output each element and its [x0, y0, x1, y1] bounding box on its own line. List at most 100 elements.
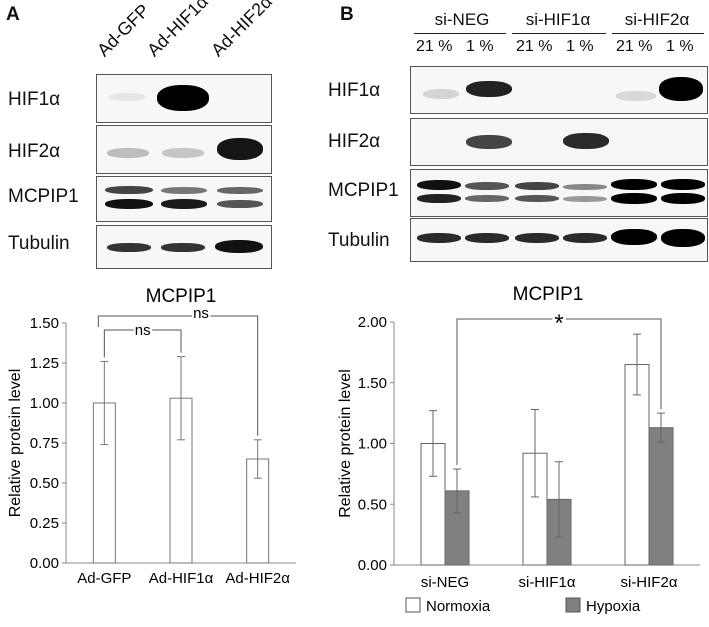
band [616, 91, 656, 101]
blot-a-label-hif1a: HIF1α [8, 89, 61, 110]
blot-b-label-mcpip1: MCPIP1 [328, 180, 399, 201]
band [215, 240, 263, 253]
band [563, 184, 607, 190]
x-tick-label: Ad-HIF2α [225, 570, 290, 587]
band [466, 135, 512, 149]
blot-a-hif1a [96, 74, 272, 123]
blot-b-hif1a [410, 66, 708, 114]
band [465, 195, 509, 202]
band [465, 233, 509, 243]
legend-label-normoxia: Normoxia [426, 598, 491, 615]
blot-a-label-tubulin: Tubulin [8, 233, 70, 254]
condition-label: 21 % [616, 38, 653, 55]
blot-a-tubulin [96, 225, 272, 269]
y-tick-label: 1.00 [358, 436, 387, 453]
band [105, 186, 153, 194]
condition-label: 1 % [666, 38, 694, 55]
band [161, 199, 207, 209]
y-tick-label: 1.00 [30, 395, 59, 412]
x-tick-label: si-NEG [421, 574, 469, 591]
band [107, 148, 149, 158]
band [661, 229, 705, 247]
blot-a-label-hif2a: HIF2α [8, 141, 61, 162]
group-underline [512, 33, 606, 34]
band [162, 148, 204, 158]
y-axis-label: Relative protein level [7, 369, 24, 518]
band [105, 199, 153, 209]
band [661, 179, 705, 190]
significance-bracket [103, 329, 182, 358]
x-tick-label: Ad-GFP [77, 570, 131, 587]
band [611, 193, 657, 204]
band [515, 195, 559, 202]
chart-title: MCPIP1 [513, 284, 584, 305]
y-tick-label: 0.50 [30, 475, 59, 492]
condition-label: 1 % [566, 38, 594, 55]
group-label-si-hif2a: si-HIF2α [624, 10, 690, 29]
band [417, 194, 461, 203]
band [417, 180, 461, 190]
band [659, 77, 703, 101]
blot-b-mcpip1 [410, 169, 708, 217]
y-tick-label: 2.00 [358, 314, 387, 331]
y-tick-label: 0.00 [358, 557, 387, 574]
y-tick-label: 1.25 [30, 355, 59, 372]
band [217, 200, 263, 208]
significance-label: ns [135, 322, 151, 339]
band [515, 233, 559, 243]
band [465, 182, 509, 190]
y-tick-label: 0.25 [30, 515, 59, 532]
band [107, 243, 151, 252]
condition-label: 21 % [516, 38, 553, 55]
blot-a-label-mcpip1: MCPIP1 [8, 186, 79, 207]
significance-bracket [97, 315, 259, 436]
band [563, 233, 607, 243]
condition-label: 21 % [416, 38, 453, 55]
y-tick-label: 1.50 [358, 375, 387, 392]
condition-label: 1 % [466, 38, 494, 55]
band [563, 133, 609, 149]
panel-b-letter: B [340, 4, 354, 25]
group-label-si-neg: si-NEG [434, 10, 490, 29]
significance-bracket [456, 318, 662, 466]
x-tick-label: si-HIF1α [518, 574, 575, 591]
blot-b-label-tubulin: Tubulin [328, 230, 390, 251]
group-label-si-hif1a: si-HIF1α [525, 10, 591, 29]
x-tick-label: si-HIF2α [620, 574, 677, 591]
y-tick-label: 1.50 [30, 315, 59, 332]
y-tick-label: 0.00 [30, 555, 59, 572]
legend-label-hypoxia: Hypoxia [586, 598, 641, 615]
blot-b-label-hif2a: HIF2α [328, 131, 381, 152]
blot-b-tubulin [410, 218, 708, 262]
band [161, 187, 207, 194]
group-underline [414, 33, 506, 34]
lane-label-ad-hif1a: Ad-HIF1α [143, 0, 213, 61]
x-tick-label: Ad-HIF1α [149, 570, 214, 587]
blot-b-label-hif1a: HIF1α [328, 80, 381, 101]
band [466, 81, 512, 97]
blot-a-hif2a [96, 125, 272, 174]
y-axis-label: Relative protein level [337, 369, 354, 518]
band [423, 89, 459, 99]
legend-swatch-normoxia [405, 597, 421, 613]
band [661, 193, 705, 204]
band [157, 85, 209, 111]
band [611, 229, 657, 245]
bar-hypoxia [648, 427, 674, 566]
legend-swatch-hypoxia [565, 597, 581, 613]
panel-a-letter: A [6, 4, 20, 25]
band [515, 182, 559, 190]
y-tick-label: 0.50 [358, 496, 387, 513]
lane-label-ad-hif2a: Ad-HIF2α [207, 0, 277, 61]
lane-label-ad-gfp: Ad-GFP [93, 0, 154, 61]
blot-a-mcpip1 [96, 176, 272, 222]
chart-a: MCPIP1 Relative protein level 0.00 0.25 0.50… [7, 286, 296, 587]
band [563, 196, 607, 202]
blot-b-hif2a [410, 118, 708, 166]
chart-title: MCPIP1 [146, 286, 217, 307]
chart-b: MCPIP1 Relative protein level 0.00 0.50 1.00… [337, 284, 700, 615]
band [611, 179, 657, 190]
band [161, 243, 205, 252]
band [109, 93, 145, 101]
significance-label: * [554, 310, 563, 337]
